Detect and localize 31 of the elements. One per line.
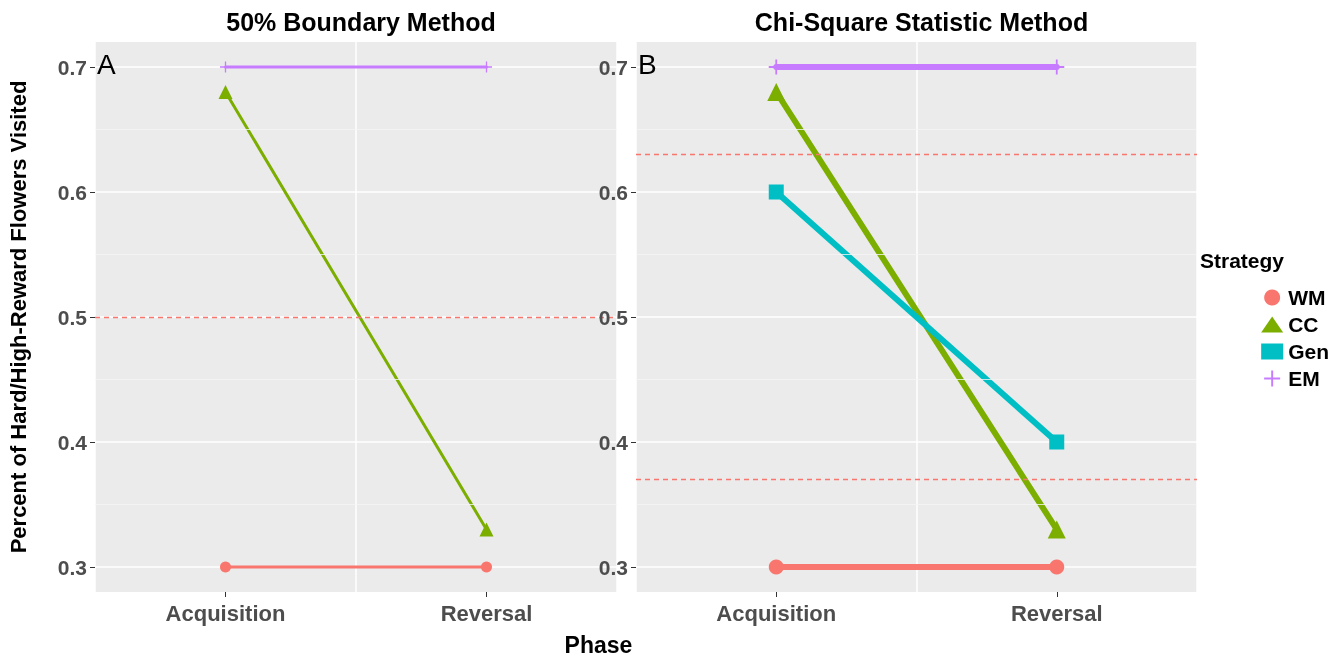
x-tick-label: Acquisition — [165, 600, 286, 626]
y-tick-label: 0.3 — [598, 555, 628, 579]
legend-label: CC — [1288, 313, 1319, 336]
point — [1049, 434, 1065, 450]
y-tick-label: 0.5 — [57, 305, 88, 329]
y-tick-label: 0.7 — [598, 55, 628, 79]
legend-title: Strategy — [1199, 249, 1285, 272]
point — [768, 559, 784, 575]
y-tick-label: 0.6 — [598, 180, 628, 204]
point — [1049, 559, 1065, 575]
y-tick-label: 0.6 — [57, 180, 87, 204]
y-axis-title: Percent of Hard/High-Reward Flowers Visited — [5, 80, 31, 554]
chart-title: 50% Boundary Method — [226, 7, 496, 36]
point — [768, 184, 784, 200]
y-tick-label: 0.4 — [598, 430, 629, 454]
legend-label: EM — [1288, 367, 1320, 390]
y-tick-label: 0.4 — [57, 430, 88, 454]
y-tick-label: 0.5 — [598, 305, 629, 329]
point — [220, 561, 231, 573]
y-tick-label: 0.3 — [57, 555, 87, 579]
y-tick-label: 0.7 — [57, 55, 87, 79]
annotation: B — [638, 48, 657, 80]
legend-label: WM — [1288, 286, 1326, 309]
point — [481, 561, 492, 573]
x-tick-label: Acquisition — [716, 600, 837, 626]
legend-label: Gen — [1288, 340, 1329, 363]
x-tick-label: Reversal — [440, 600, 533, 626]
x-tick-label: Reversal — [1010, 600, 1103, 626]
x-axis-title: Phase — [563, 632, 634, 659]
annotation: A — [97, 48, 116, 80]
chart-title: Chi-Square Statistic Method — [754, 7, 1089, 36]
